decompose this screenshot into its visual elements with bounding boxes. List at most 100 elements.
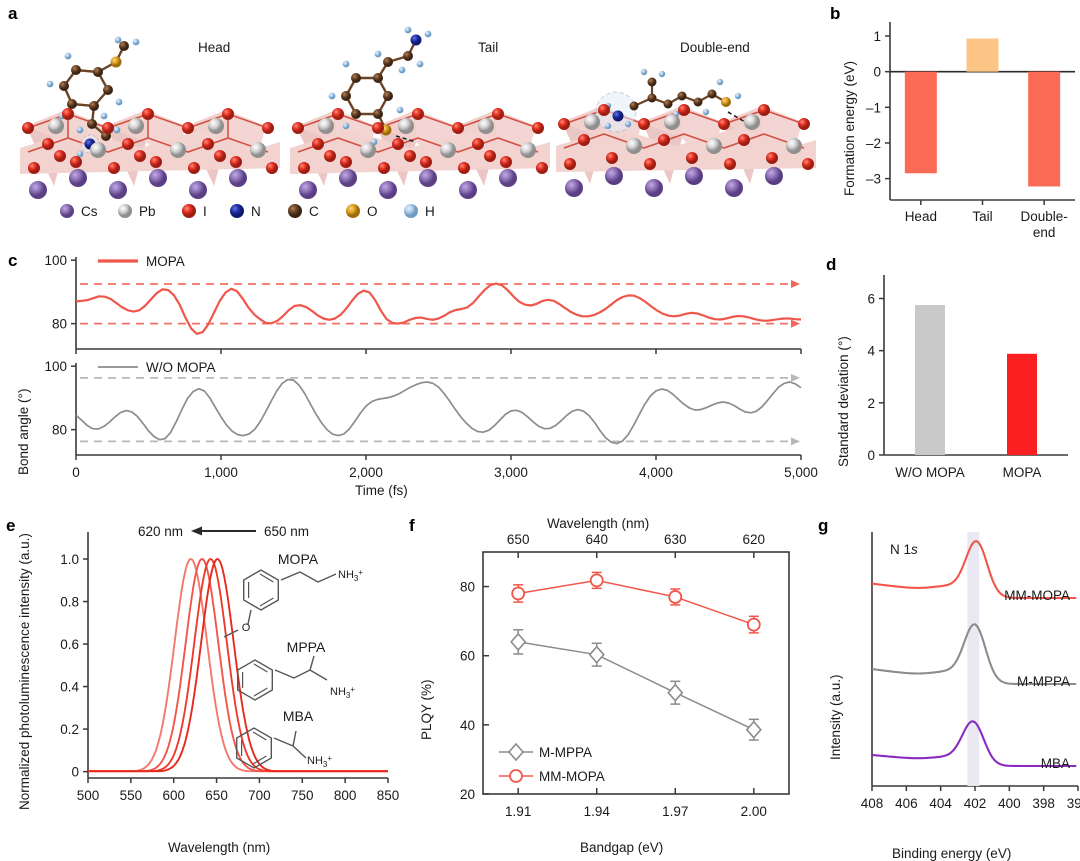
y-tick-label: 40 <box>460 718 475 733</box>
legend-item-n: N <box>230 204 261 219</box>
annotation-right-label: 650 nm <box>264 524 309 539</box>
x-tick-label: 2.00 <box>741 804 767 819</box>
panel-d-label: d <box>826 255 837 274</box>
panel-d-chart: 0 2 4 6 W/O MOPA MOPA <box>867 275 1068 480</box>
chain <box>274 669 328 681</box>
x-tick-label: Double- <box>1021 209 1068 224</box>
panel-c-chart: 80 100 MOPA 80 100 W/O MOPA 0 1,000 2,000 3,000 4,… <box>44 253 817 480</box>
marker-circle <box>589 573 604 588</box>
annotation-left-label: 620 nm <box>138 524 183 539</box>
x-tick-label: W/O MOPA <box>895 465 965 480</box>
ring-bond <box>259 573 274 583</box>
y-tick-label: 2 <box>867 396 875 411</box>
bar <box>904 71 937 174</box>
x-tick-label-top: 620 <box>743 532 766 547</box>
data-line <box>75 378 802 445</box>
chain <box>280 571 337 583</box>
structure-title-head: Head <box>198 40 231 55</box>
molecule-double-end <box>595 68 753 133</box>
molecule-name-mppa: MPPA <box>287 639 326 655</box>
y-tick-label: –1 <box>866 100 881 115</box>
y-tick-label: 0 <box>873 65 881 80</box>
legend-label-n: N <box>251 204 261 219</box>
xps-curve <box>871 540 1077 600</box>
y-tick-label: 80 <box>460 580 475 595</box>
panel-c-xlabel: Time (fs) <box>355 483 408 498</box>
panel-g: g Intensity (a.u.) 408 406 404 402 400 398 396… <box>812 510 1080 861</box>
pl-curve <box>88 557 388 773</box>
panel-g-title: N 1s <box>890 542 918 557</box>
ring-bond <box>253 687 268 697</box>
legend-item-h: H <box>404 204 435 219</box>
xps-series-label: MBA <box>1041 756 1070 771</box>
y-tick-label: –3 <box>866 172 881 187</box>
x-tick-label: 406 <box>895 796 918 811</box>
marker-diamond <box>667 683 684 702</box>
x-tick-label: 650 <box>205 788 228 803</box>
molecule-name-mopa: MOPA <box>278 551 319 567</box>
marker-circle <box>746 617 761 632</box>
ring-bond <box>252 731 267 741</box>
x-tick-label-top: 640 <box>585 532 608 547</box>
xps-series-label: M-MPPA <box>1017 674 1070 689</box>
legend-label-c: C <box>309 204 319 219</box>
legend-item-pb: Pb <box>118 204 156 219</box>
x-tick-label: Head <box>905 209 937 224</box>
legend-item-c: C <box>288 204 319 219</box>
benzene-ring <box>236 727 272 769</box>
methyl-bond <box>223 629 239 638</box>
marker-circle <box>511 586 526 601</box>
panel-e: e Normalized photoluminescence intensity… <box>0 510 410 861</box>
legend-label-o: O <box>367 204 378 219</box>
xps-curve <box>871 623 1077 686</box>
x-tick-label: 1.91 <box>505 804 531 819</box>
x-tick-label: 402 <box>964 796 987 811</box>
legend-marker-mm-mopa <box>509 769 523 783</box>
ring-bond <box>259 597 274 607</box>
y-tick-label: 1.0 <box>60 552 79 567</box>
molecule-mppa: MPPA NH3+ <box>237 639 355 701</box>
y-tick-label: 0.8 <box>60 595 79 610</box>
panel-c: c Bond angle (°) 80 100 MOPA 80 100 W/O MOPA 0… <box>0 245 818 510</box>
panel-g-label: g <box>818 516 829 535</box>
x-tick-label: 0 <box>72 465 80 480</box>
methyl-branch <box>309 655 315 671</box>
xps-series-label: MM-MOPA <box>1004 588 1070 603</box>
panel-f-label: f <box>409 516 415 535</box>
marker-diamond <box>745 720 762 739</box>
molecule-tail <box>328 26 432 146</box>
legend-label-mm-mopa: MM-MOPA <box>539 769 605 784</box>
panel-g-chart: 408 406 404 402 400 398 396 N 1s MM-MOPA M-MPPA MB… <box>861 532 1080 811</box>
y-tick-label: 4 <box>867 344 875 359</box>
x-tick-label: 398 <box>1032 796 1055 811</box>
highlight-band <box>967 532 980 786</box>
y-tick-label: 0 <box>867 448 875 463</box>
slab-octahedra <box>20 110 280 186</box>
pl-curve <box>88 557 388 773</box>
panel-f-ylabel: PLQY (%) <box>419 679 434 740</box>
y-tick-label: 1 <box>873 29 881 44</box>
bar <box>1007 353 1037 455</box>
x-tick-label: 400 <box>998 796 1021 811</box>
panel-f-xlabel: Bandgap (eV) <box>580 840 664 855</box>
bar <box>915 305 945 455</box>
y-tick-label: 20 <box>460 787 475 802</box>
legend-label-cs: Cs <box>81 204 98 219</box>
legend-label-h: H <box>425 204 435 219</box>
x-tick-label: 4,000 <box>639 465 673 480</box>
plot-frame <box>482 551 790 795</box>
legend-label-i: I <box>203 204 207 219</box>
pl-curve <box>88 557 388 773</box>
panel-e-ylabel: Normalized photoluminescence intensity (… <box>16 533 34 810</box>
x-tick-label: 600 <box>162 788 185 803</box>
benzene-ring <box>237 659 273 701</box>
x-tick-label: 3,000 <box>494 465 528 480</box>
legend-item-o: O <box>346 204 378 219</box>
structure-title-tail: Tail <box>478 40 499 55</box>
x-tick-label: 1,000 <box>204 465 238 480</box>
crystal-structure-double-end <box>556 68 816 197</box>
x-tick-label: 1.94 <box>584 804 611 819</box>
legend-marker-m-mppa <box>507 742 525 762</box>
panel-g-ylabel: Intensity (a.u.) <box>828 674 843 760</box>
panel-a-legend: Cs Pb I N C O H <box>60 204 435 219</box>
